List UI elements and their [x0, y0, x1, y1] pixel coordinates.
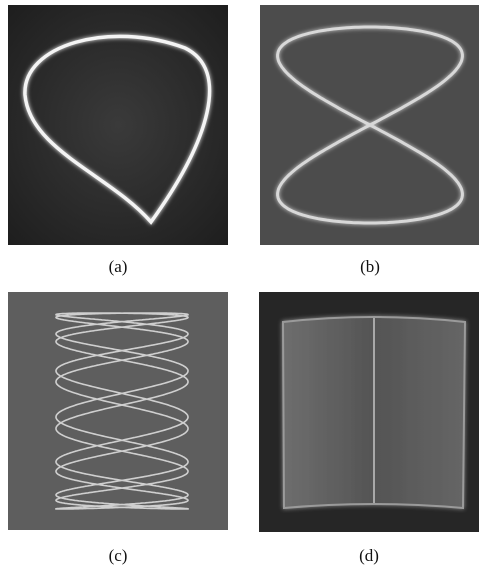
panel-caption: (a)	[109, 257, 128, 276]
panel-c: (c)	[8, 292, 228, 565]
panel-caption: (c)	[109, 546, 128, 565]
image-background	[8, 5, 228, 245]
panel-caption: (d)	[359, 546, 379, 565]
panel-d: (d)	[259, 292, 479, 565]
panel-a: (a)	[8, 5, 228, 276]
panel-b: (b)	[260, 5, 479, 276]
figure: (a) (b) (c) (d)	[0, 0, 485, 572]
panel-caption: (b)	[360, 257, 380, 276]
